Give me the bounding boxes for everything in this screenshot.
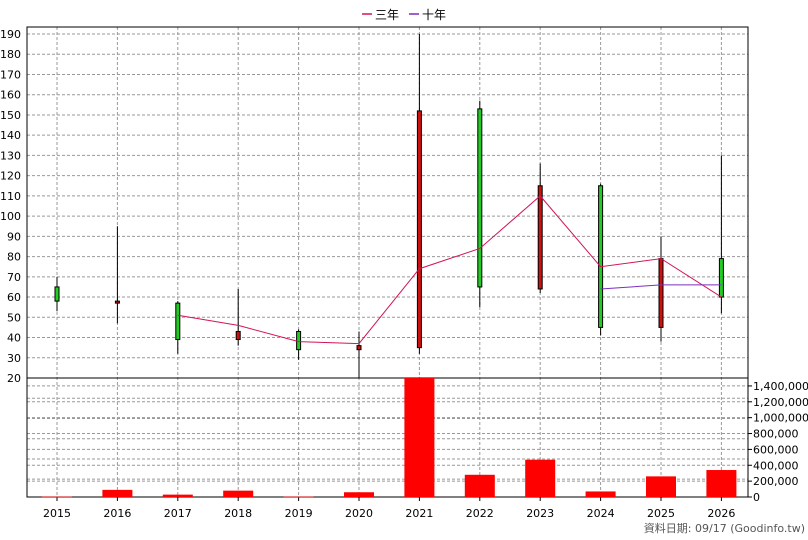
year-tick-label: 2020 [345,507,373,520]
volume-tick-label: 1,000,000 [753,412,808,425]
data-date-footer: 資料日期: 09/17 (Goodinfo.tw) [644,521,805,535]
volume-bar [404,378,435,497]
grid [27,27,748,497]
volume-tick-label: 800,000 [753,428,799,441]
price-tick-label: 20 [7,372,21,385]
volume-bar [464,474,495,497]
price-tick-label: 190 [0,28,21,41]
candle-body [598,185,604,328]
year-tick-label: 2024 [587,507,615,520]
price-tick-label: 30 [7,352,21,365]
volume-tick-label: 200,000 [753,475,799,488]
price-tick-label: 150 [0,109,21,122]
price-tick-label: 40 [7,332,21,345]
volume-bar [525,459,556,497]
volume-tick-label: 400,000 [753,459,799,472]
year-tick-label: 2017 [164,507,192,520]
volume-tick-label: 1,400,000 [753,380,808,393]
legend-label: 三年 [375,8,399,22]
price-tick-label: 180 [0,48,21,61]
candle-body [114,300,120,304]
candle-body [54,286,60,302]
price-tick-label: 160 [0,89,21,102]
volume-bar [223,490,254,497]
series-line [177,195,722,345]
candle-body [175,302,181,341]
candle-body [537,185,543,290]
volume-bar [42,496,72,498]
price-tick-label: 140 [0,129,21,142]
legend-label: 十年 [422,8,446,22]
candle-body [235,330,241,341]
price-tick-label: 110 [0,190,21,203]
year-tick-label: 2026 [707,507,735,520]
volume-bar [706,470,737,497]
price-tick-label: 130 [0,149,21,162]
price-tick-label: 70 [7,271,21,284]
moving-average-lines [177,195,722,345]
candle-body [658,258,664,328]
price-tick-label: 80 [7,251,21,264]
volume-bar [283,496,314,498]
year-tick-label: 2022 [466,507,494,520]
volume-bar [585,491,616,497]
price-tick-label: 120 [0,170,21,183]
volume-tick-label: 1,200,000 [753,396,808,409]
price-tick-label: 90 [7,230,21,243]
volume-bar [162,494,193,497]
candle-body [356,345,362,351]
year-tick-label: 2018 [224,507,252,520]
volume-bars [42,378,737,498]
year-tick-label: 2025 [647,507,675,520]
series-line [600,284,722,290]
volume-bar [646,476,676,497]
year-tick-label: 2023 [526,507,554,520]
legend: 三年 十年 [362,8,446,22]
volume-bar [102,489,133,497]
price-tick-label: 50 [7,311,21,324]
volume-tick-label: 600,000 [753,443,799,456]
axes: 190 180 170 160 150 140 130 120 110 100 90 80 70 60 50… [0,26,808,520]
plot-frame [26,26,749,498]
year-tick-label: 2019 [285,507,313,520]
year-tick-label: 2021 [405,507,433,520]
price-tick-label: 100 [0,210,21,223]
candle-body [416,110,422,349]
volume-tick-label: 0 [753,491,760,504]
price-tick-label: 60 [7,291,21,304]
candle-body [477,108,483,288]
price-tick-label: 170 [0,68,21,81]
candlesticks [54,34,724,378]
volume-bar [344,492,374,497]
candle-body [296,330,302,351]
year-tick-label: 2015 [43,507,71,520]
candle-body [718,258,724,298]
year-tick-label: 2016 [103,507,131,520]
